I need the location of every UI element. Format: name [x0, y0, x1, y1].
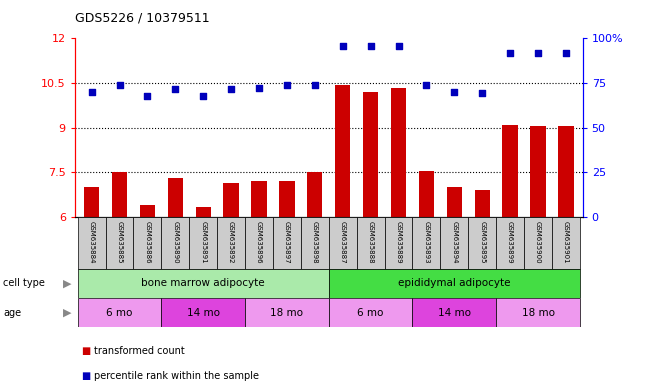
Point [365, 43, 376, 49]
Text: GSM635895: GSM635895 [479, 221, 485, 263]
Bar [503, 125, 518, 217]
Bar [161, 217, 189, 269]
Text: bone marrow adipocyte: bone marrow adipocyte [141, 278, 265, 288]
Text: GSM635888: GSM635888 [368, 221, 374, 264]
Bar [273, 217, 301, 269]
Text: GSM635899: GSM635899 [507, 221, 513, 264]
Text: 18 mo: 18 mo [270, 308, 303, 318]
Point [337, 43, 348, 49]
Point [142, 93, 152, 99]
Bar [223, 183, 239, 217]
Bar [335, 84, 350, 217]
Point [561, 50, 571, 56]
Text: GSM635885: GSM635885 [117, 221, 122, 263]
Bar [329, 217, 357, 269]
Text: ▶: ▶ [63, 308, 72, 318]
Bar [279, 181, 294, 217]
Bar [357, 217, 385, 269]
Text: GSM635884: GSM635884 [89, 221, 94, 263]
Bar [245, 298, 329, 327]
Text: GDS5226 / 10379511: GDS5226 / 10379511 [75, 12, 210, 25]
Bar [168, 178, 183, 217]
Point [254, 84, 264, 91]
Text: GSM635901: GSM635901 [563, 221, 569, 264]
Bar [413, 217, 440, 269]
Point [533, 50, 543, 56]
Bar [195, 207, 211, 217]
Bar [552, 217, 580, 269]
Point [505, 50, 516, 56]
Bar [329, 298, 413, 327]
Point [282, 81, 292, 88]
Bar [558, 126, 574, 217]
Bar [413, 298, 496, 327]
Text: GSM635894: GSM635894 [451, 221, 457, 263]
Bar [189, 217, 217, 269]
Text: GSM635892: GSM635892 [228, 221, 234, 263]
Bar [468, 217, 496, 269]
Bar [524, 217, 552, 269]
Bar [77, 298, 161, 327]
Bar [105, 217, 133, 269]
Text: GSM635900: GSM635900 [535, 221, 541, 264]
Bar [440, 217, 468, 269]
Bar [419, 171, 434, 217]
Bar [301, 217, 329, 269]
Point [198, 93, 208, 99]
Bar [391, 88, 406, 217]
Point [170, 86, 180, 92]
Text: epididymal adipocyte: epididymal adipocyte [398, 278, 510, 288]
Text: GSM635889: GSM635889 [396, 221, 402, 264]
Text: 14 mo: 14 mo [187, 308, 219, 318]
Text: GSM635896: GSM635896 [256, 221, 262, 264]
Bar [496, 217, 524, 269]
Bar [496, 298, 580, 327]
Text: GSM635890: GSM635890 [173, 221, 178, 264]
Text: 6 mo: 6 mo [106, 308, 133, 318]
Bar [329, 269, 580, 298]
Text: 18 mo: 18 mo [521, 308, 555, 318]
Bar [531, 126, 546, 217]
Point [477, 90, 488, 96]
Text: GSM635886: GSM635886 [145, 221, 150, 264]
Point [226, 86, 236, 92]
Point [393, 43, 404, 49]
Bar [84, 187, 99, 217]
Text: cell type: cell type [3, 278, 45, 288]
Text: GSM635891: GSM635891 [201, 221, 206, 264]
Text: ■: ■ [81, 346, 90, 356]
Point [115, 81, 125, 88]
Bar [217, 217, 245, 269]
Text: ■: ■ [81, 371, 90, 381]
Text: GSM635897: GSM635897 [284, 221, 290, 264]
Bar [112, 172, 127, 217]
Text: GSM635887: GSM635887 [340, 221, 346, 264]
Point [449, 89, 460, 95]
Bar [363, 92, 378, 217]
Bar [140, 205, 155, 217]
Text: 6 mo: 6 mo [357, 308, 384, 318]
Bar [133, 217, 161, 269]
Point [87, 89, 97, 95]
Point [310, 81, 320, 88]
Bar [251, 181, 267, 217]
Bar [307, 172, 322, 217]
Text: GSM635898: GSM635898 [312, 221, 318, 264]
Bar [77, 269, 329, 298]
Text: ▶: ▶ [63, 278, 72, 288]
Bar [161, 298, 245, 327]
Bar [475, 190, 490, 217]
Bar [385, 217, 413, 269]
Bar [77, 217, 105, 269]
Text: transformed count: transformed count [94, 346, 185, 356]
Bar [447, 187, 462, 217]
Bar [245, 217, 273, 269]
Text: age: age [3, 308, 21, 318]
Text: GSM635893: GSM635893 [423, 221, 430, 264]
Text: 14 mo: 14 mo [438, 308, 471, 318]
Text: percentile rank within the sample: percentile rank within the sample [94, 371, 259, 381]
Point [421, 81, 432, 88]
